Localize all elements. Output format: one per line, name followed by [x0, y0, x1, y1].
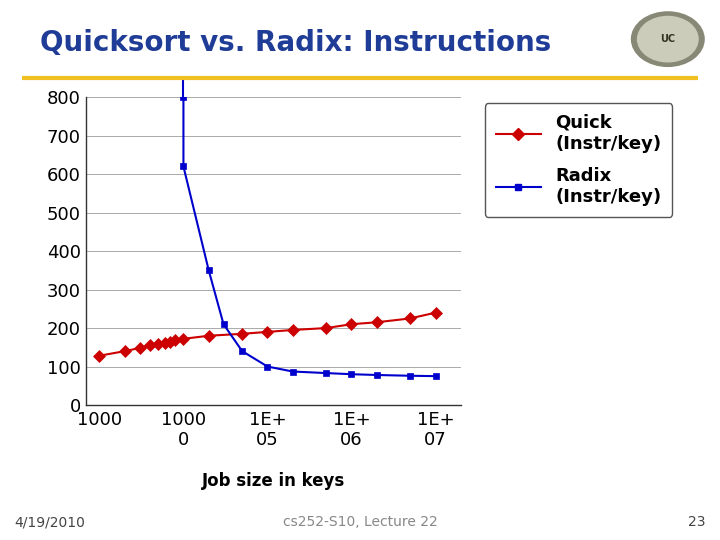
Text: 23: 23	[688, 515, 706, 529]
Legend: Quick
(Instr/key), Radix
(Instr/key): Quick (Instr/key), Radix (Instr/key)	[485, 103, 672, 217]
Text: Job size in keys: Job size in keys	[202, 471, 345, 490]
Circle shape	[638, 16, 698, 62]
Text: UC: UC	[660, 34, 675, 44]
Text: Quicksort vs. Radix: Instructions: Quicksort vs. Radix: Instructions	[40, 29, 551, 57]
Text: 4/19/2010: 4/19/2010	[14, 515, 85, 529]
Text: cs252-S10, Lecture 22: cs252-S10, Lecture 22	[283, 515, 437, 529]
Circle shape	[631, 12, 704, 66]
